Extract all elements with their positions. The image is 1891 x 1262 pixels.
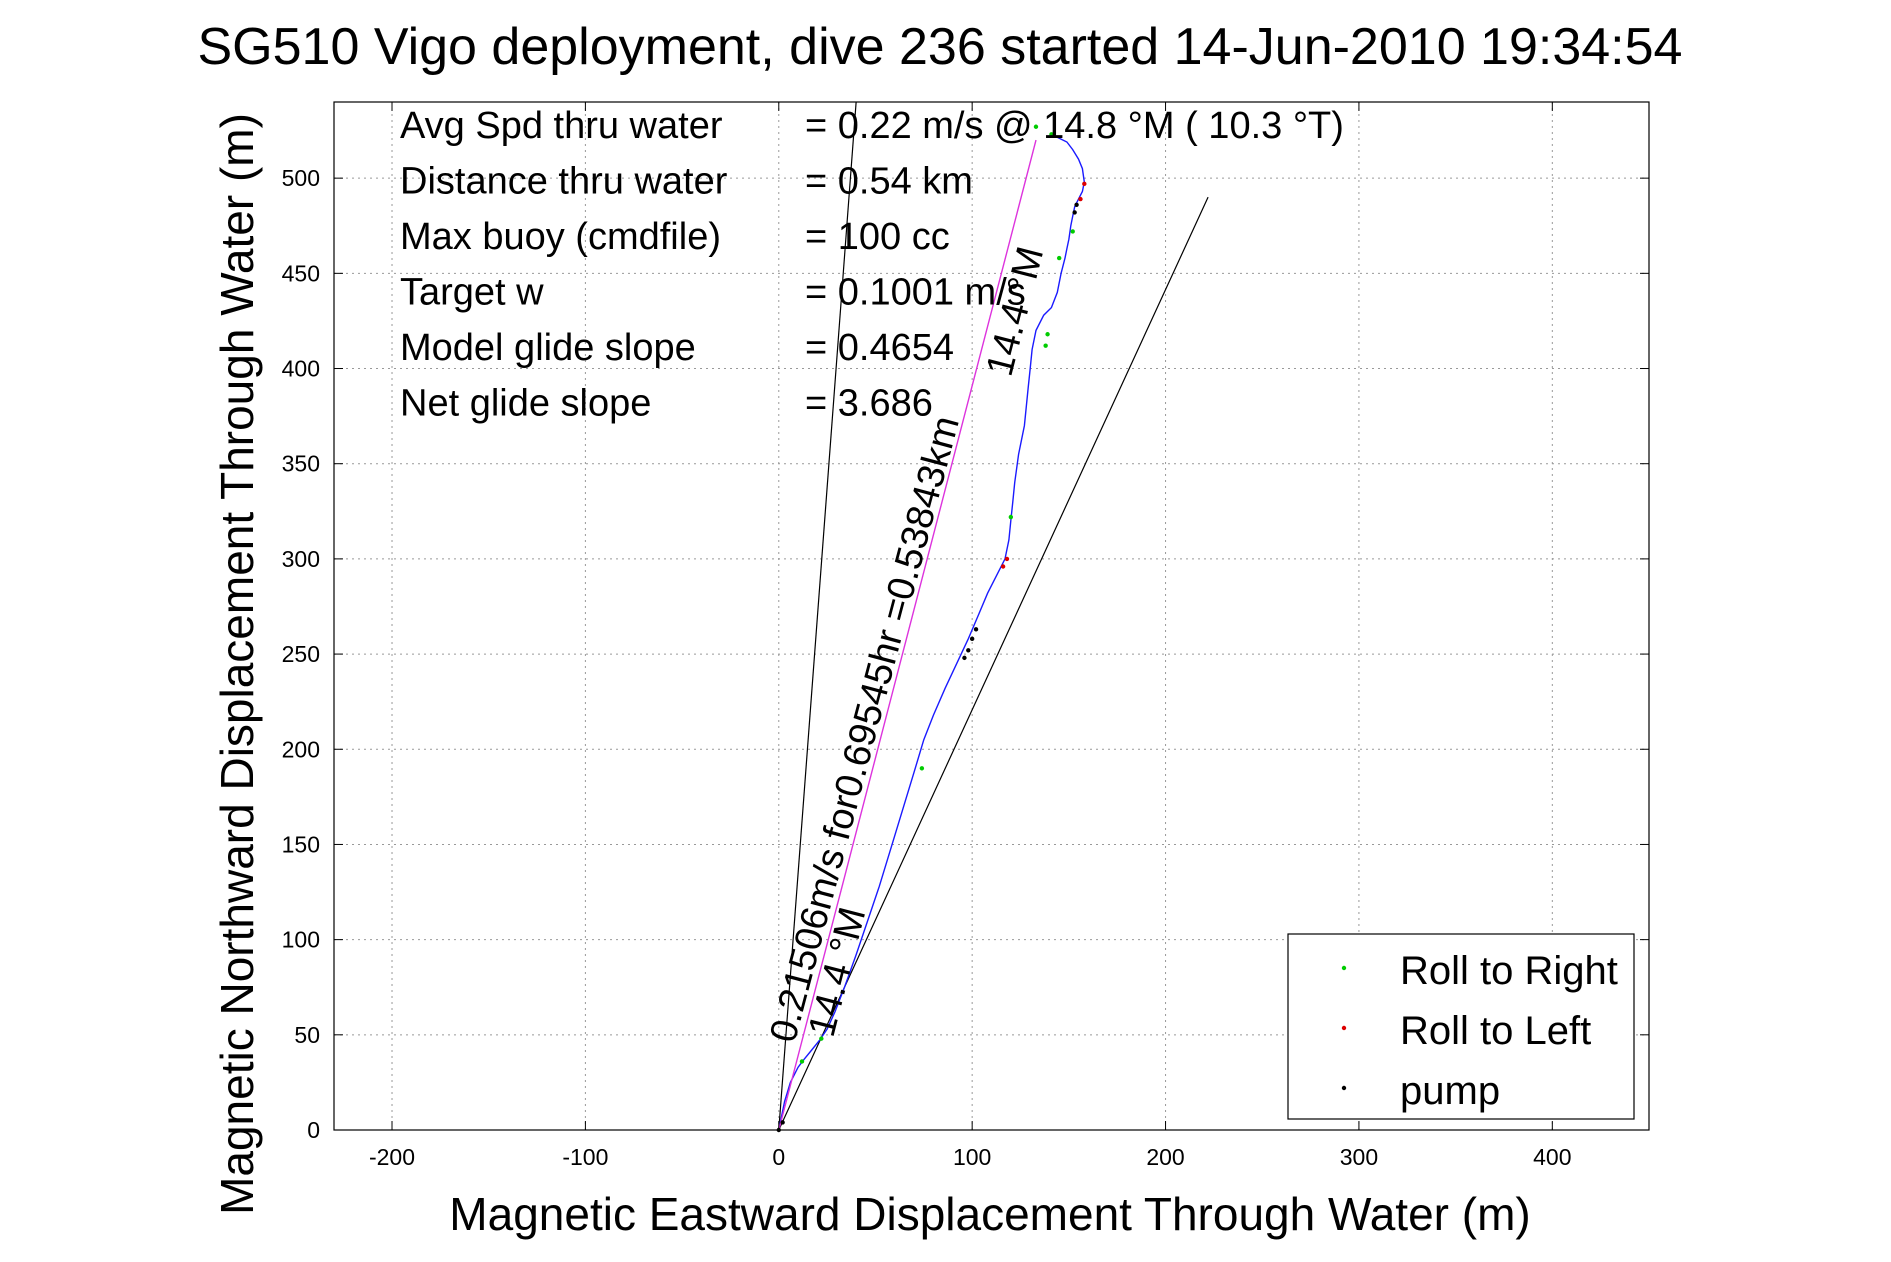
y-tick-label: 400 bbox=[282, 356, 320, 382]
marker-point bbox=[1045, 332, 1050, 337]
marker-point bbox=[973, 627, 979, 632]
y-tick-label: 450 bbox=[282, 260, 320, 286]
marker-point bbox=[1049, 132, 1054, 137]
marker-point bbox=[969, 636, 975, 642]
y-tick-label: 150 bbox=[282, 831, 320, 857]
stat-label: Distance thru water bbox=[400, 161, 728, 203]
y-tick-label: 300 bbox=[282, 546, 320, 572]
y-axis-label: Magnetic Northward Displacement Through … bbox=[211, 113, 263, 1215]
marker-point bbox=[919, 766, 925, 771]
stat-value: = 100 cc bbox=[805, 216, 950, 258]
legend-label: Roll to Left bbox=[1400, 1009, 1591, 1053]
y-tick-label: 350 bbox=[282, 451, 320, 477]
stat-value: = 0.22 m/s @ 14.8 °M ( 10.3 °T) bbox=[805, 105, 1344, 147]
legend-marker bbox=[1341, 1025, 1347, 1031]
marker-point bbox=[1033, 124, 1039, 129]
x-tick-label: -200 bbox=[369, 1144, 415, 1170]
stats-panel: Avg Spd thru water = 0.22 m/s @ 14.8 °M (… bbox=[400, 105, 1344, 425]
x-tick-label: -100 bbox=[562, 1144, 608, 1170]
y-tick-label: 100 bbox=[282, 927, 320, 953]
stat-label: Target w bbox=[400, 272, 544, 314]
marker-point bbox=[799, 1059, 805, 1064]
legend: Roll to Right Roll to Left pump bbox=[1287, 933, 1635, 1120]
stat-label: Avg Spd thru water bbox=[400, 105, 723, 147]
marker-point bbox=[1074, 202, 1079, 207]
markers bbox=[776, 124, 1087, 1133]
marker-point bbox=[819, 1036, 824, 1041]
marker-point bbox=[1070, 229, 1075, 234]
axis-ticks: -200 -100 0 100 200 300 400 0 50 100 150 200 250 300 3… bbox=[282, 102, 1649, 1170]
y-tick-label: 200 bbox=[282, 736, 320, 762]
marker-point bbox=[1004, 556, 1010, 562]
marker-point bbox=[1000, 564, 1006, 569]
stat-label: Net glide slope bbox=[400, 383, 651, 425]
marker-point bbox=[1072, 210, 1077, 215]
marker-point bbox=[1082, 181, 1087, 187]
x-tick-label: 0 bbox=[772, 1144, 785, 1170]
stat-value: = 0.4654 bbox=[805, 327, 954, 369]
x-tick-label: 200 bbox=[1146, 1144, 1184, 1170]
direct-series-line bbox=[778, 139, 1037, 1131]
marker-point bbox=[962, 655, 967, 661]
marker-point bbox=[1008, 514, 1014, 520]
track-series-line bbox=[778, 133, 1086, 1131]
legend-marker bbox=[1341, 1085, 1347, 1091]
marker-point bbox=[1043, 343, 1048, 348]
marker-point bbox=[1078, 196, 1083, 202]
plot-frame bbox=[333, 101, 1650, 1131]
reference-line bbox=[778, 196, 1209, 1131]
stat-label: Max buoy (cmdfile) bbox=[400, 216, 721, 258]
chart-title: SG510 Vigo deployment, dive 236 started … bbox=[198, 18, 1683, 76]
x-tick-label: 100 bbox=[953, 1144, 991, 1170]
marker-point bbox=[966, 648, 971, 653]
y-tick-label: 0 bbox=[307, 1117, 320, 1143]
y-tick-label: 50 bbox=[294, 1022, 320, 1048]
marker-point bbox=[780, 1120, 785, 1125]
stat-value: = 0.1001 m/s bbox=[805, 272, 1026, 314]
reference-lines bbox=[778, 101, 1209, 1131]
reference-line bbox=[778, 101, 857, 1131]
stat-value: = 0.54 km bbox=[805, 161, 973, 203]
series-lines bbox=[778, 133, 1086, 1131]
legend-label: Roll to Right bbox=[1400, 949, 1618, 993]
x-tick-label: 400 bbox=[1533, 1144, 1571, 1170]
marker-point bbox=[1056, 255, 1062, 261]
x-tick-label: 300 bbox=[1340, 1144, 1378, 1170]
stat-label: Model glide slope bbox=[400, 327, 696, 369]
x-axis-label: Magnetic Eastward Displacement Through W… bbox=[449, 1188, 1530, 1240]
y-tick-label: 250 bbox=[282, 641, 320, 667]
y-tick-label: 500 bbox=[282, 165, 320, 191]
legend-marker bbox=[1341, 965, 1347, 971]
legend-label: pump bbox=[1400, 1069, 1500, 1113]
stat-value: = 3.686 bbox=[805, 383, 933, 425]
